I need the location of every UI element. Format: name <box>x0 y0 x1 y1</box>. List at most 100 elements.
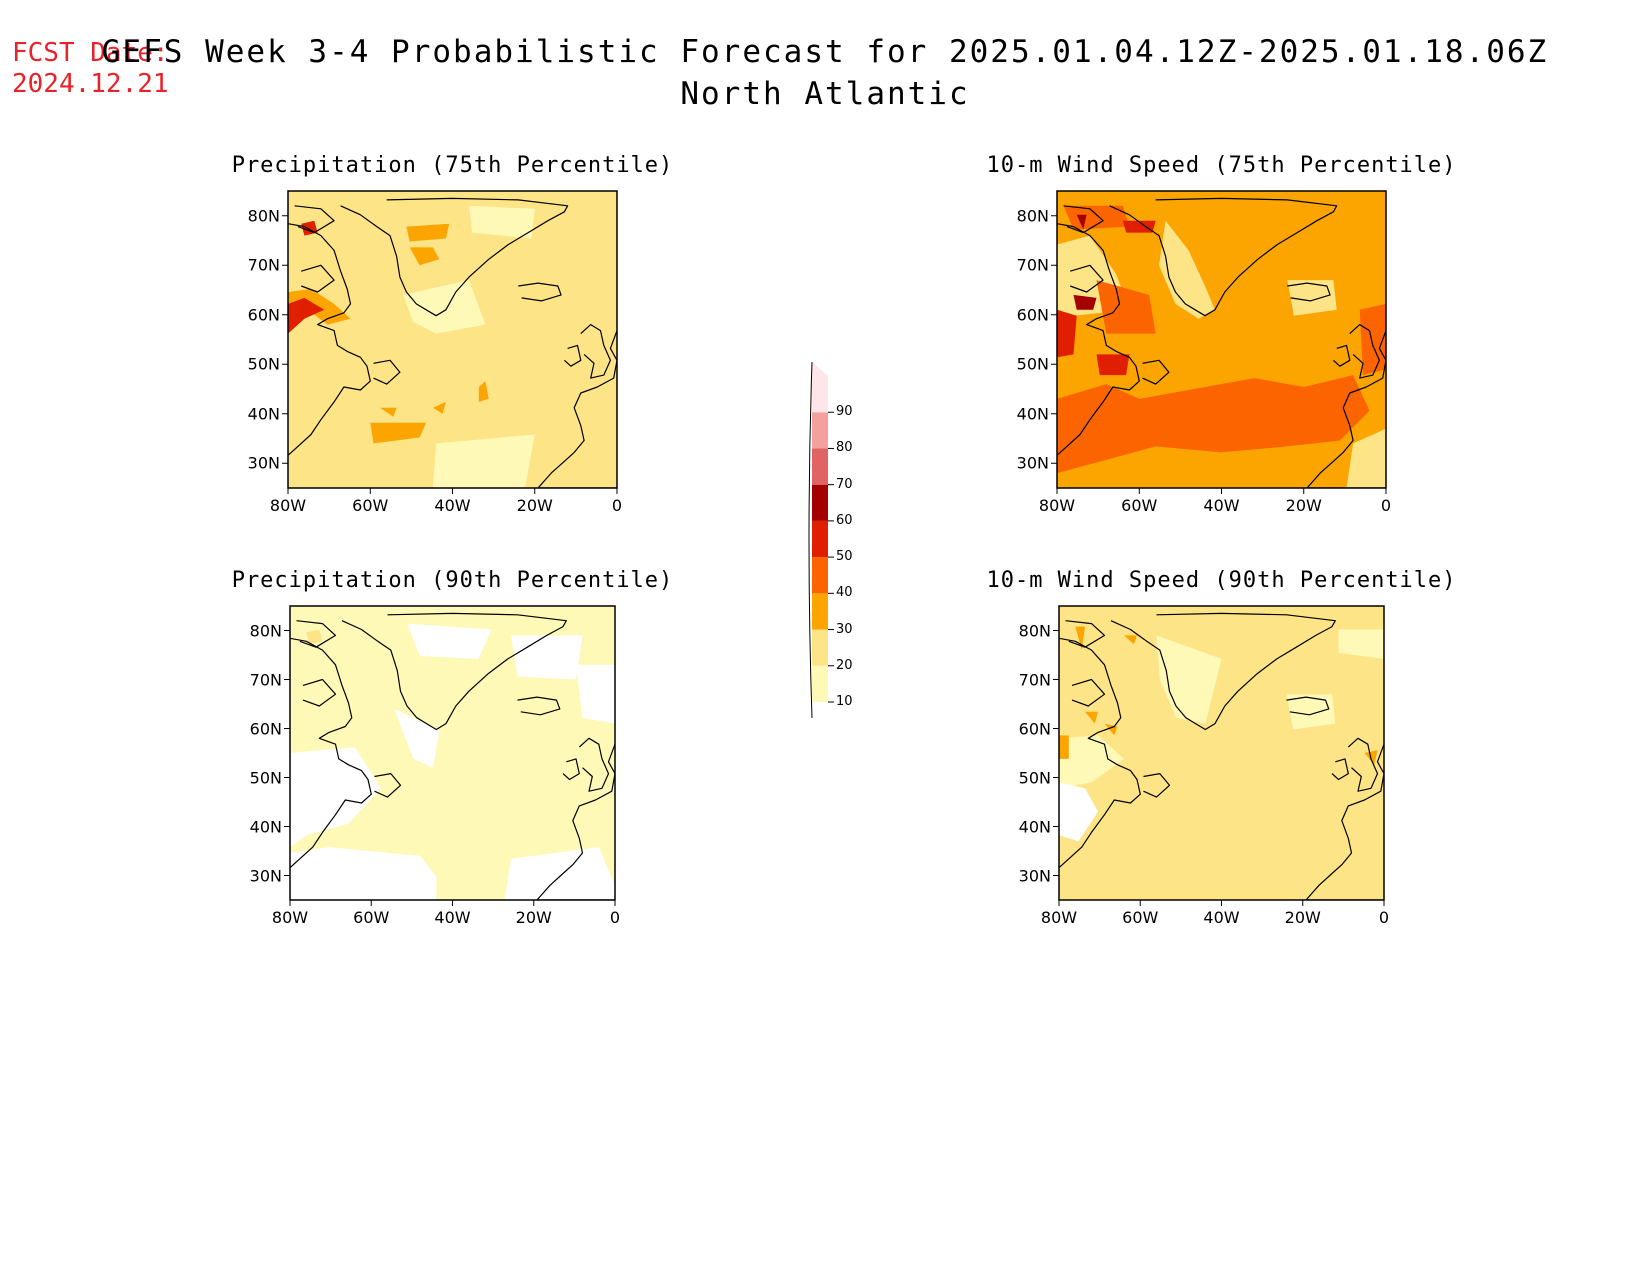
colorbar-label: 90 <box>836 404 853 420</box>
coastline-5 <box>374 772 402 798</box>
field-region-5 <box>1059 782 1098 842</box>
colorbar-label: 30 <box>836 621 853 637</box>
field-region-6 <box>406 223 450 242</box>
field-region-8 <box>306 629 323 645</box>
coastline-6 <box>1286 696 1330 716</box>
field-region-2 <box>1159 220 1215 319</box>
coastline-3 <box>1065 620 1106 648</box>
field-region-12 <box>1073 294 1097 310</box>
y-tick-label: 50N <box>1016 354 1049 374</box>
coastline-4 <box>302 678 337 707</box>
y-tick-label: 30N <box>1016 453 1049 473</box>
field-region-8 <box>1359 303 1386 376</box>
x-tick-label: 0 <box>1380 496 1392 515</box>
colorbar-segment <box>812 557 828 594</box>
coastline-8 <box>562 758 580 781</box>
colorbar-segment <box>812 665 828 702</box>
colorbar-segment <box>812 520 828 558</box>
y-tick-label: 30N <box>247 453 280 473</box>
figure-title-line2: North Atlantic <box>680 76 970 112</box>
panel-title: Precipitation (75th Percentile) <box>231 153 674 178</box>
coastline-7 <box>580 324 612 379</box>
field-region-7 <box>409 247 440 266</box>
x-tick-label: 0 <box>609 908 621 927</box>
x-tick-label: 40W <box>1203 908 1240 927</box>
panel-fields <box>1057 191 1386 488</box>
coastline-6 <box>517 696 561 716</box>
panel-title: 10-m Wind Speed (75th Percentile) <box>986 153 1457 178</box>
panel-fields <box>290 606 615 900</box>
field-region-2 <box>511 635 583 680</box>
x-tick-label: 20W <box>516 496 553 515</box>
figure-title: GEFS Week 3-4 Probabilistic Forecast for… <box>0 34 1650 112</box>
panel-fields <box>288 191 617 488</box>
colorbar-edge <box>808 361 813 719</box>
x-tick-label: 40W <box>1203 496 1240 515</box>
colorbar-segment <box>812 448 828 485</box>
field-region-6 <box>504 847 615 900</box>
field-region-4 <box>394 708 440 768</box>
colorbar-label: 80 <box>836 440 853 456</box>
field-region-8 <box>380 407 397 417</box>
field-region-4 <box>1338 629 1384 659</box>
x-tick-label: 0 <box>611 496 623 515</box>
y-tick-label: 40N <box>1016 404 1049 424</box>
coastline-5 <box>373 359 401 385</box>
y-tick-label: 40N <box>247 404 280 424</box>
colorbar-segment <box>812 412 828 449</box>
y-tick-label: 80N <box>1016 206 1049 226</box>
coastline-4 <box>1071 678 1106 707</box>
map-panel-3 <box>284 605 616 906</box>
y-tick-label: 80N <box>1018 621 1051 640</box>
y-tick-label: 30N <box>1018 866 1051 885</box>
x-tick-label: 60W <box>353 908 390 927</box>
coastline-8 <box>563 344 582 367</box>
coastline-6 <box>518 282 562 302</box>
fcst-date-block: FCST Date: 2024.12.21 <box>12 38 169 100</box>
coastline-1 <box>341 612 567 731</box>
x-tick-label: 80W <box>1040 908 1078 927</box>
y-tick-label: 70N <box>249 670 282 689</box>
y-tick-label: 60N <box>247 305 280 325</box>
coastline-3 <box>294 205 335 234</box>
coastline-2 <box>288 223 371 456</box>
field-region-1 <box>1156 635 1222 724</box>
coastline-2 <box>1057 223 1140 456</box>
x-tick-label: 20W <box>1284 908 1321 927</box>
field-region-2 <box>1286 694 1336 730</box>
coastline-6 <box>1287 282 1331 302</box>
colorbar-label: 20 <box>836 657 853 673</box>
map-panel-4 <box>1053 605 1385 906</box>
y-tick-label: 70N <box>1016 255 1049 275</box>
map-panel-1 <box>282 190 618 494</box>
coastline-1 <box>340 197 569 317</box>
coastline-4 <box>300 264 335 293</box>
y-tick-label: 60N <box>1016 305 1049 325</box>
field-region-3 <box>1287 280 1337 316</box>
colorbar-label: 70 <box>836 476 853 492</box>
coastline-7 <box>578 737 610 792</box>
coastline-8 <box>1331 758 1349 781</box>
colorbar-label: 60 <box>836 512 853 528</box>
y-tick-label: 50N <box>247 354 280 374</box>
y-tick-label: 60N <box>1018 719 1051 738</box>
field-region-5 <box>370 422 427 444</box>
colorbar-segment <box>812 629 828 666</box>
panel-title: Precipitation (90th Percentile) <box>231 568 674 593</box>
field-region-9 <box>1122 220 1156 233</box>
field-region-6 <box>1063 205 1130 230</box>
field-region-6 <box>1075 626 1085 651</box>
fcst-date-value: 2024.12.21 <box>12 69 169 99</box>
coastline-8 <box>1332 344 1351 367</box>
field-region-7 <box>576 664 615 724</box>
coastline-5 <box>1143 772 1171 798</box>
y-tick-label: 60N <box>249 719 282 738</box>
coastline-5 <box>1142 359 1170 385</box>
field-region-4 <box>1346 428 1386 488</box>
field-region-8 <box>1085 711 1098 724</box>
field-region-7 <box>1124 635 1137 645</box>
field-region-9 <box>432 401 446 414</box>
coastline-7 <box>1347 737 1379 792</box>
coastline-2 <box>1059 637 1141 869</box>
